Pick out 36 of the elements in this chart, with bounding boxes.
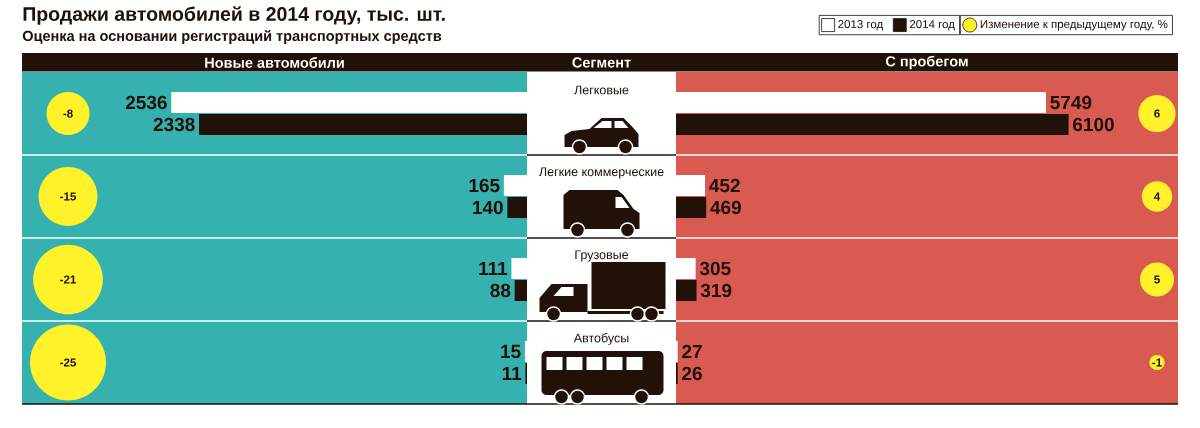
data-label: -21: [60, 275, 77, 284]
data-label: 2536: [125, 95, 167, 110]
chart-title: Продажи автомобилей в 2014 году, тыс. шт.: [23, 6, 445, 25]
data-label: 165: [469, 178, 500, 193]
x-axis-title: С пробегом: [885, 55, 968, 70]
y-tick-label: Легковые: [574, 85, 629, 95]
data-label: 319: [700, 283, 732, 298]
y-tick-label: Автобусы: [573, 333, 629, 345]
data-label: -1: [1152, 358, 1162, 367]
data-label: 15: [501, 344, 521, 359]
legend-label: 2013 год: [838, 20, 884, 31]
data-label: 5749: [1050, 95, 1092, 110]
data-label: 11: [502, 366, 522, 381]
data-label: 26: [682, 366, 702, 381]
data-label: 140: [473, 200, 503, 215]
data-label: -25: [60, 358, 77, 367]
data-label: 5: [1154, 275, 1160, 284]
data-label: 469: [710, 200, 741, 215]
data-label: 4: [1153, 192, 1161, 201]
data-label: 6100: [1073, 117, 1114, 132]
data-label: 6: [1154, 109, 1160, 118]
data-label: 111: [479, 261, 508, 276]
data-label: 27: [682, 344, 702, 359]
data-label: -8: [63, 109, 73, 118]
legend-label: 2014 год: [909, 20, 955, 31]
y-tick-label: Грузовые: [575, 250, 629, 262]
data-label: 305: [699, 261, 731, 276]
data-label: 2338: [153, 117, 195, 132]
y-tick-label: Легкие коммерческие: [539, 167, 664, 179]
x-axis-title: Новые автомобили: [205, 57, 344, 68]
data-label: 88: [490, 283, 511, 298]
data-label: -15: [60, 192, 77, 201]
data-label: 452: [709, 178, 740, 193]
y-axis-title: Сегмент: [572, 57, 631, 68]
chart-subtitle: Оценка на основании регистраций транспортных средств: [22, 30, 442, 44]
legend-label: Изменение к предыдущему году, %: [980, 20, 1168, 31]
